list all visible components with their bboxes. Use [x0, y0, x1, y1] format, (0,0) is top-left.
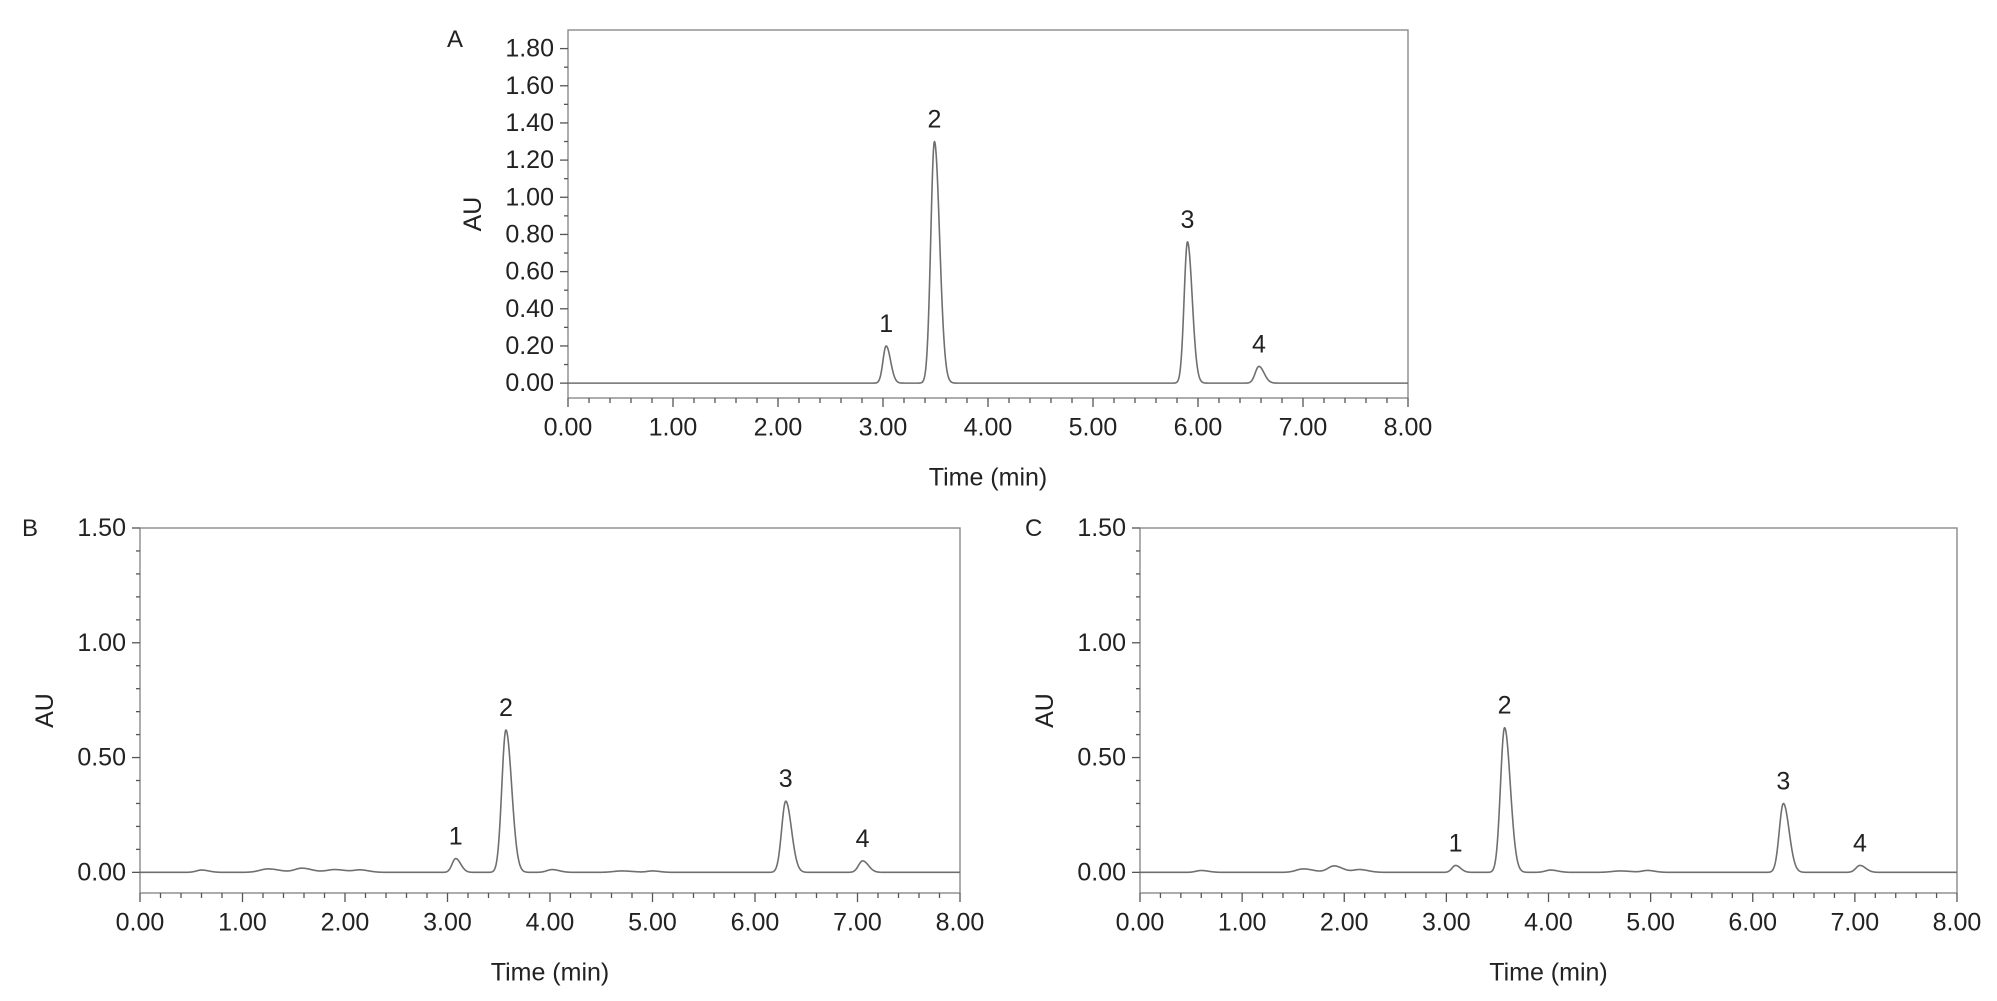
x-tick-label: 4.00	[526, 909, 575, 937]
panel-a: A 0.00 0.20 0.40 0.60 0.80 1.00 1.20 1.40 1.60 1.8…	[447, 26, 1432, 492]
peak-label: 2	[499, 694, 513, 722]
x-tick-label: 2.00	[321, 909, 370, 937]
peak-label: 1	[1449, 829, 1463, 857]
peak-label: 1	[449, 823, 463, 851]
x-tick-label: 5.00	[628, 909, 677, 937]
x-tick-label: 0.00	[116, 909, 165, 937]
y-tick-label: 1.20	[505, 146, 554, 174]
y-tick-label: 1.00	[505, 183, 554, 211]
x-tick-label: 4.00	[964, 414, 1013, 442]
y-tick-label: 0.00	[505, 369, 554, 397]
x-tick-label: 6.00	[1174, 414, 1223, 442]
plot-frame	[567, 29, 1409, 399]
y-axis-title: AU	[31, 693, 59, 728]
y-tick-label: 0.40	[505, 295, 554, 323]
y-tick-label: 1.40	[505, 109, 554, 137]
peak-label: 1	[879, 310, 893, 338]
x-tick-label: 1.00	[1218, 909, 1267, 937]
peak-label: 2	[927, 106, 941, 134]
chromatogram-trace	[1139, 726, 1958, 874]
x-tick-label: 6.00	[1728, 909, 1777, 937]
x-axis-title: Time (min)	[1489, 959, 1608, 987]
y-axis-title: AU	[1031, 693, 1059, 728]
peak-label: 4	[1853, 829, 1867, 857]
chromatogram-trace	[139, 729, 961, 874]
x-tick-label: 1.00	[649, 414, 698, 442]
peak-label: 4	[1252, 330, 1266, 358]
x-axis-title: Time (min)	[929, 464, 1048, 492]
y-tick-label: 0.80	[505, 220, 554, 248]
x-tick-label: 0.00	[1116, 909, 1165, 937]
x-tick-label: 8.00	[1933, 909, 1982, 937]
x-tick-label: 1.00	[218, 909, 267, 937]
y-tick-label: 1.60	[505, 72, 554, 100]
x-tick-label: 7.00	[1279, 414, 1328, 442]
x-tick-label: 3.00	[423, 909, 472, 937]
panel-letter: C	[1025, 515, 1042, 542]
y-tick-label: 1.50	[77, 514, 126, 542]
panel-letter: B	[22, 515, 38, 542]
peak-label: 3	[1181, 206, 1195, 234]
y-tick-label: 1.00	[77, 629, 126, 657]
plot-frame	[139, 527, 961, 894]
y-axis-title: AU	[459, 197, 487, 232]
panel-c: C 0.00 0.50 1.00 1.50 0.00 1.00 2.00 3.00 4.00 5.0…	[1025, 514, 1981, 987]
y-tick-label: 0.50	[1077, 744, 1126, 772]
x-tick-label: 7.00	[1831, 909, 1880, 937]
x-tick-label: 6.00	[731, 909, 780, 937]
panel-b: B 0.00 0.50 1.00 1.50 0.00 1.00 2.00 3.00 4.00 5.0…	[22, 514, 984, 987]
peak-label: 2	[1498, 692, 1512, 720]
y-tick-label: 1.80	[505, 35, 554, 63]
y-tick-label: 0.60	[505, 258, 554, 286]
x-tick-label: 8.00	[1384, 414, 1433, 442]
y-tick-label: 0.50	[77, 744, 126, 772]
y-tick-label: 0.00	[77, 858, 126, 886]
x-tick-label: 3.00	[1422, 909, 1471, 937]
x-tick-label: 3.00	[859, 414, 908, 442]
y-tick-label: 0.20	[505, 332, 554, 360]
y-tick-label: 1.00	[1077, 629, 1126, 657]
x-axis-title: Time (min)	[491, 959, 610, 987]
x-tick-label: 0.00	[544, 414, 593, 442]
x-tick-label: 2.00	[1320, 909, 1369, 937]
chromatogram-trace	[567, 140, 1409, 384]
x-tick-label: 5.00	[1626, 909, 1675, 937]
x-tick-label: 5.00	[1069, 414, 1118, 442]
x-tick-label: 8.00	[936, 909, 985, 937]
y-tick-label: 0.00	[1077, 858, 1126, 886]
peak-label: 4	[856, 825, 870, 853]
y-tick-label: 1.50	[1077, 514, 1126, 542]
x-tick-label: 7.00	[833, 909, 882, 937]
plot-frame	[1139, 527, 1958, 894]
peak-label: 3	[779, 765, 793, 793]
panel-letter: A	[447, 26, 463, 53]
peak-label: 3	[1776, 767, 1790, 795]
x-tick-label: 4.00	[1524, 909, 1573, 937]
x-tick-label: 2.00	[754, 414, 803, 442]
